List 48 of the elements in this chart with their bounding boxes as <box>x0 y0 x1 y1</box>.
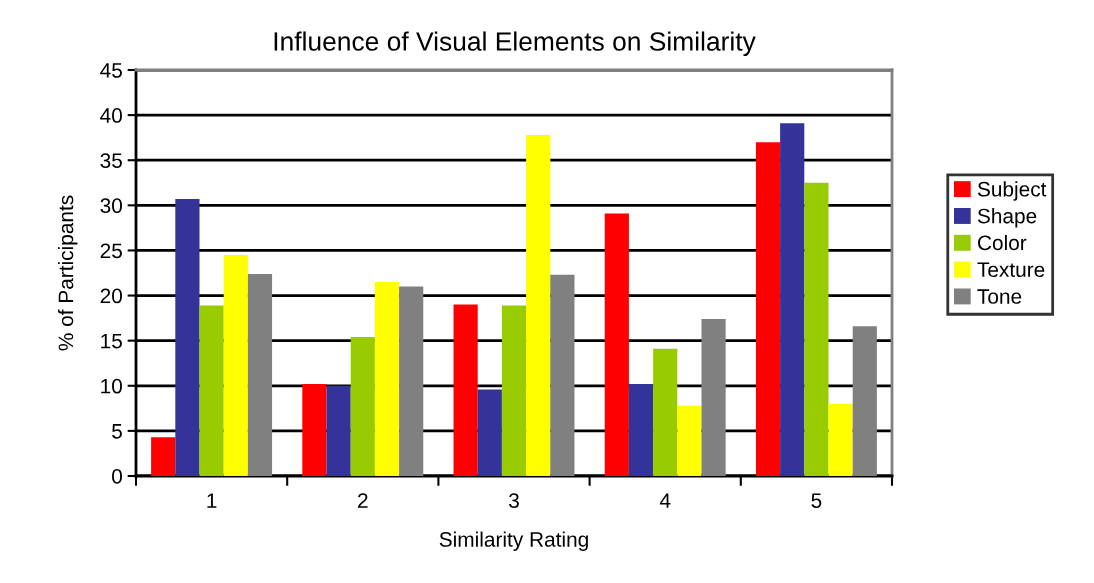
bar <box>653 348 678 476</box>
bar <box>628 383 654 476</box>
y-tick-label: 35 <box>100 153 122 168</box>
bar <box>780 123 805 476</box>
bar <box>223 254 248 476</box>
y-tick-label: 45 <box>100 63 122 78</box>
legend-label: Subject <box>977 181 1047 201</box>
legend-label: Shape <box>977 208 1037 228</box>
bar <box>151 437 176 476</box>
legend-label: Texture <box>977 262 1045 278</box>
x-tick-label: 5 <box>811 493 822 508</box>
y-tick-label: 10 <box>101 378 122 394</box>
x-tick-label: 1 <box>207 493 217 508</box>
bar <box>755 142 781 476</box>
y-tick-label: 0 <box>112 469 122 484</box>
chart-title: Influence of Visual Elements on Similarity <box>274 31 756 57</box>
x-axis-title: Similarity Rating <box>439 531 588 551</box>
legend-label: Tone <box>977 289 1022 304</box>
y-tick-label: 15 <box>101 333 122 349</box>
bar <box>804 182 829 476</box>
bar <box>501 305 527 476</box>
bar <box>326 385 351 476</box>
bar <box>453 304 478 476</box>
bar <box>399 286 424 476</box>
bar <box>477 389 502 476</box>
y-tick-label: 25 <box>100 243 122 259</box>
bar <box>550 274 575 476</box>
bar <box>701 319 726 476</box>
y-tick-label: 40 <box>100 108 122 123</box>
bar <box>828 403 853 476</box>
bar <box>247 273 273 476</box>
legend-label: Color <box>978 234 1027 251</box>
x-tick-label: 2 <box>358 493 368 508</box>
bar <box>175 199 200 476</box>
bar <box>604 213 629 476</box>
x-tick-label: 4 <box>659 493 671 508</box>
bar <box>526 134 551 476</box>
y-tick-label: 20 <box>100 288 122 304</box>
y-tick-label: 5 <box>112 424 122 439</box>
y-tick-label: 30 <box>100 198 122 214</box>
x-tick-label: 3 <box>509 493 519 508</box>
bar <box>677 405 702 476</box>
bar <box>350 337 375 476</box>
bar <box>302 383 327 476</box>
bar <box>199 305 224 476</box>
bar <box>852 326 877 476</box>
y-axis-title: % of Participants <box>57 195 78 351</box>
bar <box>374 282 400 476</box>
